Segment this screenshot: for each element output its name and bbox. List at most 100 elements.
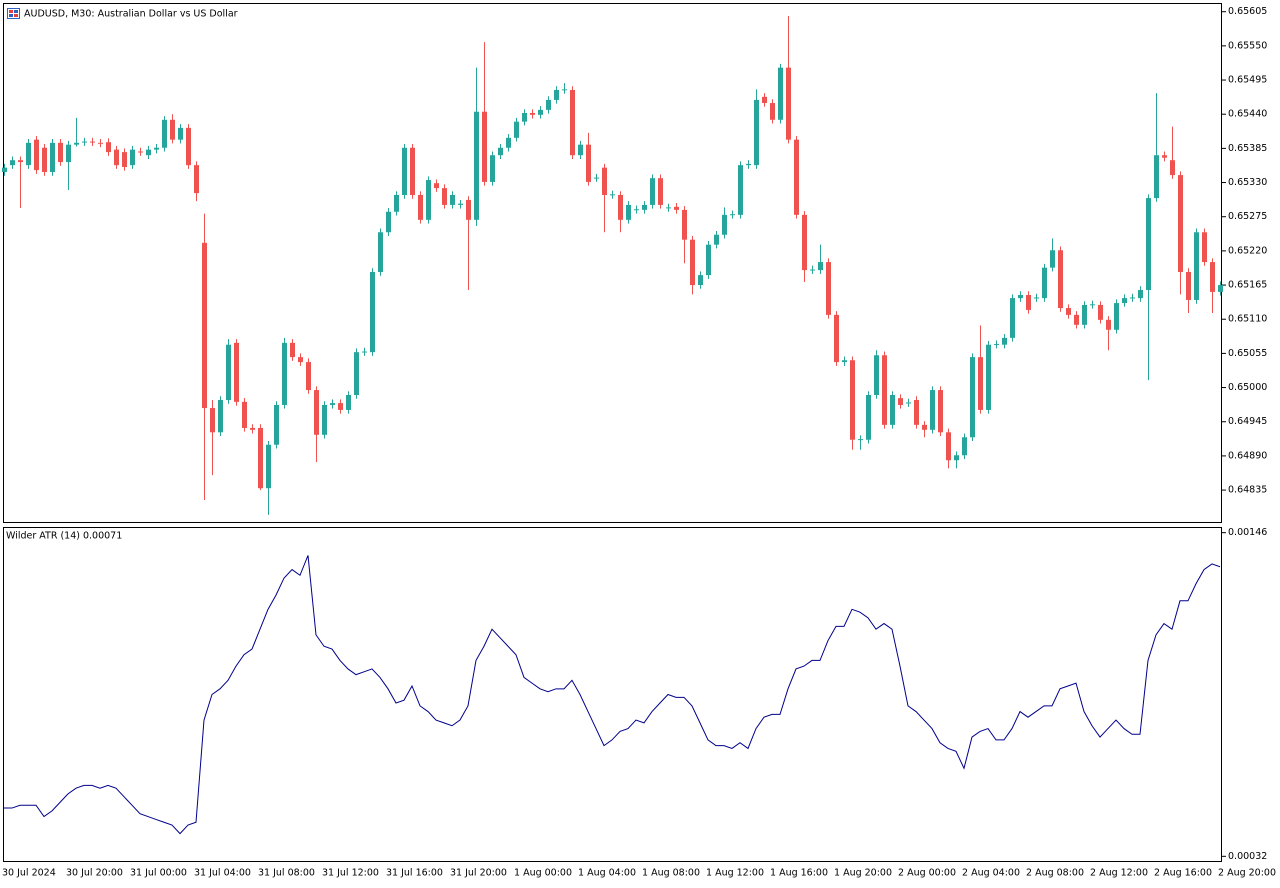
candle-body bbox=[930, 390, 935, 430]
candle-body bbox=[242, 401, 247, 428]
candle-body bbox=[794, 139, 799, 215]
candle-body bbox=[490, 155, 495, 182]
candle-body bbox=[82, 141, 87, 143]
y-tick-label: 0.65165 bbox=[1228, 280, 1267, 291]
x-tick-label: 31 Jul 20:00 bbox=[450, 868, 507, 879]
indicator-pane-frame bbox=[3, 527, 1222, 862]
candle-body bbox=[938, 390, 943, 433]
x-tick-label: 1 Aug 20:00 bbox=[834, 868, 892, 879]
candle-body bbox=[986, 344, 991, 410]
candle-body bbox=[66, 144, 71, 163]
y-tick-label: 0.65605 bbox=[1228, 6, 1267, 17]
candle-body bbox=[234, 342, 239, 402]
candle-body bbox=[122, 152, 127, 168]
candle-body bbox=[578, 144, 583, 156]
candle-body bbox=[602, 167, 607, 195]
symbol-icon bbox=[7, 8, 20, 19]
candle-body bbox=[1122, 298, 1127, 304]
candle-body bbox=[970, 357, 975, 438]
x-tick-label: 31 Jul 12:00 bbox=[322, 868, 379, 879]
candle-body bbox=[714, 234, 719, 245]
x-tick-label: 31 Jul 08:00 bbox=[258, 868, 315, 879]
x-tick-label: 31 Jul 04:00 bbox=[194, 868, 251, 879]
candle-body bbox=[882, 355, 887, 425]
candle-body bbox=[370, 272, 375, 353]
candle-body bbox=[42, 147, 47, 172]
candle-body bbox=[778, 67, 783, 120]
candle-body bbox=[1082, 304, 1087, 325]
x-tick-label: 2 Aug 16:00 bbox=[1154, 868, 1212, 879]
candle-body bbox=[2, 167, 7, 172]
y-tick-label: 0.65055 bbox=[1228, 348, 1267, 359]
candle-body bbox=[170, 119, 175, 140]
candle-body bbox=[962, 437, 967, 456]
y-tick-label: 0.64835 bbox=[1228, 485, 1267, 496]
y-tick-label: 0.65495 bbox=[1228, 75, 1267, 86]
candle-body bbox=[330, 403, 335, 405]
candle-body bbox=[1010, 298, 1015, 338]
candle-body bbox=[178, 127, 183, 140]
candle-body bbox=[690, 239, 695, 286]
candle-body bbox=[498, 147, 503, 156]
candle-body bbox=[1074, 314, 1079, 325]
candle-body bbox=[1002, 337, 1007, 345]
x-tick-label: 2 Aug 00:00 bbox=[898, 868, 956, 879]
candle-body bbox=[346, 395, 351, 410]
candle-body bbox=[1090, 304, 1095, 306]
x-tick-label: 2 Aug 04:00 bbox=[962, 868, 1020, 879]
candle-body bbox=[706, 244, 711, 276]
candle-body bbox=[58, 142, 63, 163]
candle-body bbox=[98, 142, 103, 144]
candle-body bbox=[650, 178, 655, 205]
candle-body bbox=[642, 204, 647, 210]
candle-body bbox=[530, 112, 535, 115]
candle-body bbox=[754, 99, 759, 166]
candle-body bbox=[1050, 250, 1055, 268]
candle-body bbox=[890, 395, 895, 425]
x-tick-label: 1 Aug 08:00 bbox=[642, 868, 700, 879]
candle-body bbox=[674, 206, 679, 210]
candle-body bbox=[130, 149, 135, 166]
candle-body bbox=[298, 357, 303, 363]
candle-body bbox=[18, 160, 23, 163]
candle-body bbox=[378, 232, 383, 273]
candle-body bbox=[194, 165, 199, 194]
candle-body bbox=[1058, 250, 1063, 309]
candle-body bbox=[994, 344, 999, 346]
candle-body bbox=[554, 89, 559, 100]
candle-body bbox=[906, 402, 911, 404]
candle-body bbox=[522, 112, 527, 122]
candle-body bbox=[514, 121, 519, 138]
x-tick-label: 1 Aug 04:00 bbox=[578, 868, 636, 879]
candle-body bbox=[658, 178, 663, 205]
x-tick-label: 1 Aug 00:00 bbox=[514, 868, 572, 879]
candle-body bbox=[1194, 232, 1199, 300]
candle-body bbox=[730, 214, 735, 216]
candle-body bbox=[466, 199, 471, 220]
candle-body bbox=[842, 360, 847, 363]
candle-body bbox=[202, 242, 207, 409]
candle-body bbox=[426, 180, 431, 220]
candle-body bbox=[114, 149, 119, 166]
candle-body bbox=[978, 357, 983, 410]
candle-body bbox=[866, 395, 871, 440]
candle-body bbox=[290, 342, 295, 358]
candle-body bbox=[186, 127, 191, 166]
candle-body bbox=[682, 209, 687, 240]
candle-body bbox=[162, 119, 167, 148]
candle-body bbox=[850, 360, 855, 440]
candle-body bbox=[1202, 232, 1207, 263]
candle-body bbox=[826, 262, 831, 315]
y-tick-label: 0.00146 bbox=[1228, 527, 1267, 538]
price-pane-frame bbox=[3, 3, 1222, 523]
candle-body bbox=[474, 111, 479, 220]
candle-body bbox=[338, 403, 343, 410]
candle-body bbox=[106, 142, 111, 153]
candle-body bbox=[322, 404, 327, 435]
x-tick-label: 30 Jul 20:00 bbox=[66, 868, 123, 879]
candle-body bbox=[770, 103, 775, 120]
candle-body bbox=[1034, 297, 1039, 299]
candle-body bbox=[10, 160, 15, 166]
x-tick-label: 1 Aug 16:00 bbox=[770, 868, 828, 879]
candle-body bbox=[722, 214, 727, 235]
